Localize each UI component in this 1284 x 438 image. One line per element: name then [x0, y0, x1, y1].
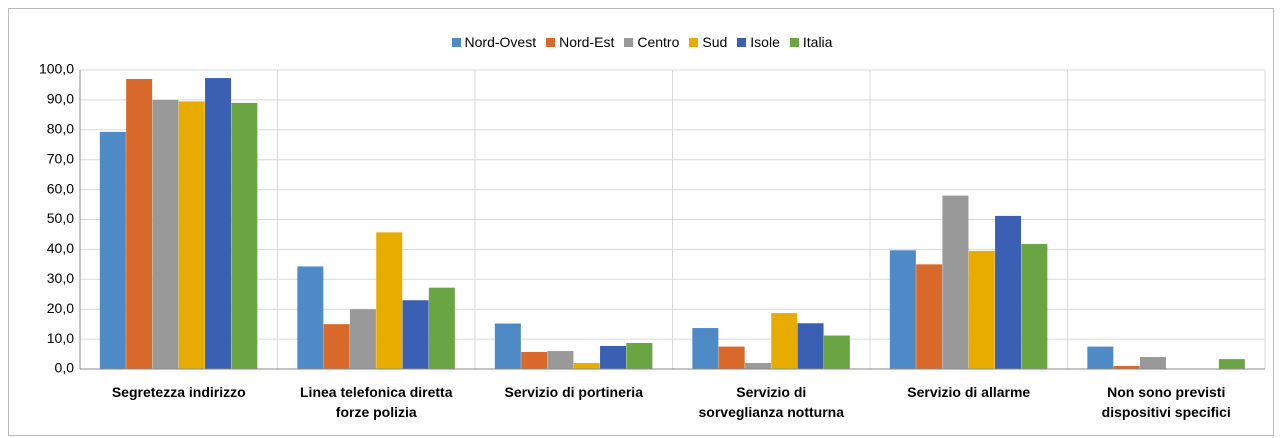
legend-label: Nord-Est: [559, 34, 615, 50]
bar: [99, 131, 126, 369]
bar: [942, 195, 969, 369]
legend-item: Nord-Est: [546, 34, 614, 50]
y-tick-label: 70,0: [47, 150, 74, 166]
bar: [547, 351, 574, 369]
legend-label: Centro: [637, 34, 680, 50]
bar: [797, 323, 824, 369]
bar: [600, 345, 627, 369]
bar: [573, 363, 600, 369]
bar: [126, 78, 153, 369]
y-tick-label: 100,0: [39, 61, 74, 77]
bar: [1139, 357, 1166, 369]
legend-swatch: [689, 37, 699, 47]
bar: [494, 323, 521, 369]
legend-label: Sud: [702, 34, 728, 50]
bar: [205, 78, 232, 369]
x-tick-label: Non sono previsti dispositivi specifici: [1101, 384, 1231, 420]
bar: [1218, 359, 1245, 369]
legend-item: Sud: [689, 34, 727, 50]
bar: [916, 264, 943, 369]
y-tick-label: 20,0: [47, 300, 74, 316]
legend-item: Italia: [789, 34, 833, 50]
x-tick-label: Servizio di sorveglianza notturna: [698, 384, 844, 420]
bar: [718, 346, 745, 369]
bar: [376, 232, 403, 369]
legend: Nord-Ovest Nord-Est Centro Sud Isole Italia: [0, 34, 1284, 50]
bar: [1087, 346, 1114, 369]
bar: [231, 102, 258, 369]
bar: [521, 351, 548, 369]
bar: [152, 99, 179, 370]
y-tick-label: 90,0: [47, 91, 74, 107]
bar: [297, 266, 324, 369]
y-tick-label: 30,0: [47, 270, 74, 286]
x-tick-label: Linea telefonica diretta forze polizia: [300, 384, 453, 420]
bar: [771, 313, 798, 369]
legend-item: Centro: [624, 34, 679, 50]
x-tick-label: Servizio di allarme: [907, 384, 1031, 400]
y-tick-label: 80,0: [47, 121, 74, 137]
legend-swatch: [737, 37, 747, 47]
bar: [1113, 366, 1140, 369]
legend-item: Isole: [737, 34, 780, 50]
bar: [995, 215, 1022, 369]
chart-border: [8, 8, 1274, 436]
bar: [744, 363, 771, 369]
y-tick-label: 40,0: [47, 240, 74, 256]
legend-swatch: [546, 37, 556, 47]
bar: [1021, 244, 1048, 369]
bar: [402, 300, 429, 369]
y-tick-label: 60,0: [47, 180, 74, 196]
legend-swatch: [789, 37, 799, 47]
bar: [692, 328, 719, 369]
x-tick-label: Segretezza indirizzo: [111, 384, 246, 400]
bar: [889, 250, 916, 369]
bar: [626, 342, 653, 369]
y-tick-label: 0,0: [55, 360, 75, 376]
legend-swatch: [624, 37, 634, 47]
legend-item: Nord-Ovest: [451, 34, 537, 50]
y-tick-label: 10,0: [47, 330, 74, 346]
bar: [428, 287, 455, 369]
bar: [178, 101, 205, 370]
legend-swatch: [451, 37, 461, 47]
y-tick-label: 50,0: [47, 210, 74, 226]
bar: [323, 324, 350, 369]
bar: [349, 309, 376, 369]
legend-label: Italia: [802, 34, 833, 50]
bar: [823, 335, 850, 369]
bar: [968, 250, 995, 369]
legend-label: Nord-Ovest: [464, 34, 537, 50]
legend-label: Isole: [750, 34, 780, 50]
x-tick-label: Servizio di portineria: [504, 384, 643, 400]
